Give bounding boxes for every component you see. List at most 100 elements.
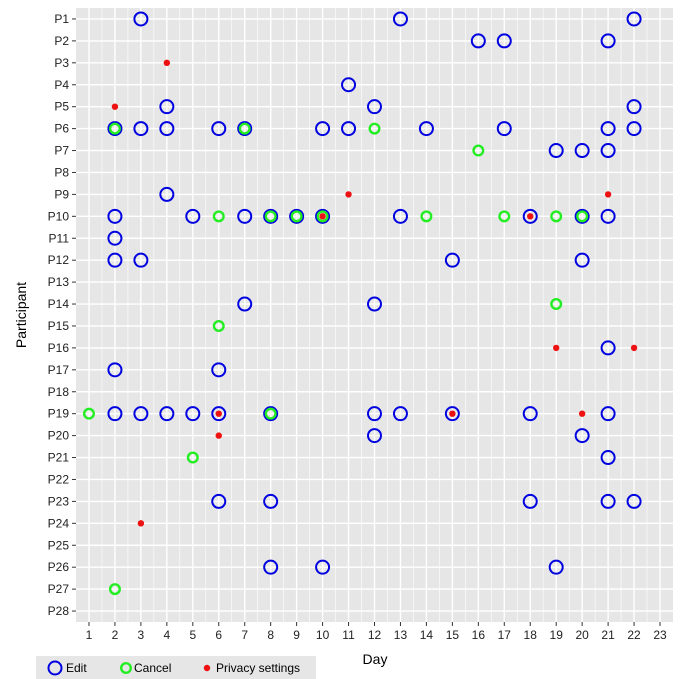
edit-point: [600, 493, 616, 509]
y-tick-label: P14: [48, 297, 70, 311]
x-tick-label: 14: [420, 628, 434, 642]
edit-point: [496, 33, 512, 49]
edit-point: [263, 493, 279, 509]
edit-point: [237, 208, 253, 224]
edit-point: [367, 428, 382, 444]
y-tick-label: P26: [48, 560, 70, 574]
edit-point: [600, 143, 616, 159]
privacy-point: [604, 191, 612, 198]
y-tick-label: P10: [48, 209, 70, 223]
cancel-point: [186, 451, 199, 464]
y-tick-label: P7: [54, 144, 69, 158]
edit-point: [159, 99, 175, 115]
edit-point: [496, 121, 512, 137]
y-tick-label: P25: [48, 538, 70, 552]
cancel-point: [238, 122, 251, 135]
edit-point: [392, 406, 408, 422]
x-tick-label: 15: [446, 628, 460, 642]
edit-point: [548, 559, 564, 575]
x-tick-label: 18: [524, 628, 538, 642]
cancel-point: [576, 210, 589, 223]
x-axis-ticks: 1 2 3 4 5 6 7 8 9 10 11 12 13 14 15 16 17 18 19 20 21 22 23: [86, 622, 667, 642]
privacy-point: [163, 59, 171, 67]
edit-point: [159, 406, 175, 422]
cancel-point: [82, 407, 95, 420]
edit-point: [159, 186, 175, 202]
y-tick-label: P1: [54, 12, 69, 26]
x-tick-label: 3: [138, 628, 145, 642]
edit-point: [600, 450, 616, 466]
x-tick-label: 20: [575, 628, 589, 642]
y-tick-label: P8: [54, 165, 69, 179]
edit-point: [367, 99, 382, 115]
y-tick-label: P27: [48, 582, 70, 596]
x-tick-label: 4: [164, 628, 171, 642]
cancel-point: [420, 210, 433, 223]
edit-point: [133, 11, 149, 27]
edit-point: [315, 208, 331, 224]
edit-point: [444, 406, 460, 422]
edit-point: [626, 493, 642, 509]
edit-point: [315, 559, 331, 575]
y-tick-label: P11: [49, 231, 70, 245]
y-tick-label: P20: [48, 429, 70, 443]
x-tick-label: 19: [550, 628, 564, 642]
edit-point: [211, 406, 227, 422]
x-tick-label: 13: [394, 628, 408, 642]
edit-point: [315, 121, 331, 137]
x-tick-label: 11: [342, 628, 355, 642]
y-tick-label: P6: [54, 122, 69, 136]
y-axis-ticks: P1 P2 P3 P4 P5 P6 P7 P8 P9 P10 P11 P12 P13 P14 P15 P16 P…: [48, 12, 76, 618]
legend-background: [36, 656, 316, 679]
cancel-point: [264, 210, 277, 223]
edit-point: [185, 406, 201, 422]
y-tick-label: P23: [48, 494, 70, 508]
edit-point: [626, 11, 642, 27]
cancel-point: [550, 298, 563, 311]
x-tick-label: 8: [267, 628, 274, 642]
legend-label-edit: Edit: [66, 661, 87, 675]
edit-point: [237, 121, 253, 137]
x-tick-label: 16: [472, 628, 486, 642]
cancel-point: [290, 210, 303, 223]
cancel-point: [316, 210, 329, 223]
edit-point: [626, 99, 642, 115]
privacy-point: [527, 213, 534, 220]
cancel-point: [264, 407, 277, 420]
x-tick-label: 1: [86, 628, 93, 642]
edit-point: [522, 208, 538, 224]
edit-point: [600, 208, 616, 224]
cancel-point: [108, 122, 121, 135]
privacy-point: [111, 103, 119, 110]
x-tick-label: 6: [215, 628, 222, 642]
y-tick-label: P24: [48, 516, 70, 530]
y-tick-label: P12: [48, 253, 70, 267]
y-tick-label: P2: [54, 34, 69, 48]
y-tick-label: P21: [48, 451, 70, 465]
edit-point: [185, 208, 201, 224]
edit-point: [444, 252, 460, 268]
edit-point: [133, 252, 149, 268]
edit-point: [133, 121, 149, 137]
grid-lines: [76, 8, 673, 622]
edit-point: [133, 406, 149, 422]
edit-point: [159, 121, 175, 137]
edit-point: [600, 406, 616, 422]
y-tick-label: P15: [48, 319, 70, 333]
privacy-point: [578, 410, 586, 417]
edit-point: [211, 362, 227, 378]
x-tick-label: 21: [601, 628, 615, 642]
edit-point: [107, 121, 123, 137]
edit-point: [574, 252, 590, 268]
privacy-point: [449, 410, 456, 417]
edit-point: [107, 406, 123, 422]
x-tick-label: 9: [293, 628, 300, 642]
edit-point: [574, 143, 590, 159]
y-tick-label: P5: [54, 100, 69, 114]
y-tick-label: P22: [48, 472, 70, 486]
legend: Edit Cancel Privacy settings: [36, 656, 316, 679]
edit-point: [548, 143, 564, 159]
edit-point: [600, 121, 616, 137]
edit-point: [392, 208, 408, 224]
x-tick-label: 22: [627, 628, 641, 642]
